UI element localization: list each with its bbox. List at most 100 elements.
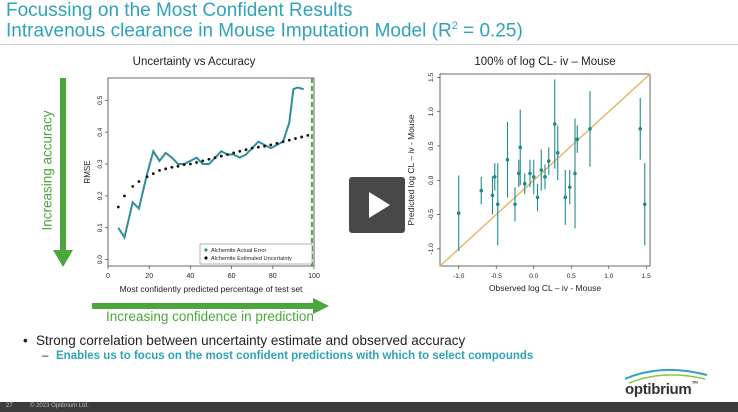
left-plot-frame — [107, 77, 315, 267]
right-scatter-point — [575, 137, 580, 141]
right-y-axis-label: Predicted log CL – iv - Mouse — [406, 114, 416, 225]
left-uncertainty-point — [151, 172, 155, 175]
left-y-tick-label: 0.1 — [97, 223, 104, 232]
left-y-tick-label: 0.5 — [97, 95, 104, 104]
left-uncertainty-point — [189, 162, 192, 166]
left-y-tick-label: 0.2 — [97, 191, 104, 200]
logo-trademark: ™ — [691, 381, 699, 388]
left-x-tick-label: 80 — [269, 273, 277, 280]
right-scatter-point — [518, 145, 523, 150]
left-uncertainty-point — [123, 194, 126, 198]
left-chart-title: Uncertainty vs Accuracy — [132, 56, 256, 68]
right-x-tick-label: 1.0 — [604, 273, 613, 280]
right-scatter-point — [642, 202, 647, 207]
left-uncertainty-point — [145, 175, 149, 179]
increasing-confidence-label: Increasing confidence in prediction — [106, 309, 314, 324]
accuracy-arrow — [53, 78, 73, 267]
sub-bullet-text: Enables us to focus on the most confiden… — [56, 350, 534, 362]
legend-uncertainty-marker — [204, 256, 208, 260]
left-uncertainty-point — [131, 184, 135, 188]
left-uncertainty-point — [244, 148, 248, 152]
right-y-tick-label: 1.5 — [428, 73, 435, 82]
right-scatter-point — [588, 127, 592, 131]
right-scatter-point — [516, 171, 521, 176]
right-scatter-point — [479, 188, 484, 193]
left-uncertainty-point — [170, 165, 174, 169]
bullet-dot: • — [23, 333, 28, 348]
legend-actual-label: Alchemite Actual Error — [211, 248, 266, 254]
left-y-axis-label: RMSE — [83, 160, 92, 183]
left-uncertainty-point — [219, 154, 223, 158]
left-uncertainty-point — [306, 133, 310, 137]
right-scatter-point — [567, 185, 572, 189]
sub-bullet-point: – Enables us to focus on the most confide… — [42, 350, 534, 362]
bullet-point: • Strong correlation between uncertainty … — [23, 333, 466, 348]
left-uncertainty-point — [256, 145, 260, 149]
right-y-tick-label: -1.0 — [428, 243, 435, 255]
left-uncertainty-point — [238, 149, 242, 153]
subtitle-suffix: = 0.25) — [457, 20, 523, 42]
right-x-axis-label: Observed log CL – iv - Mouse — [489, 283, 601, 293]
left-uncertainty-point — [226, 153, 229, 156]
right-x-tick-label: 1.5 — [642, 273, 651, 280]
logo-swoosh-icon — [624, 368, 708, 384]
subtitle-superscript: 2 — [451, 20, 458, 32]
legend-actual-marker — [204, 248, 208, 252]
left-uncertainty-point — [158, 169, 161, 172]
left-uncertainty-point — [176, 164, 180, 168]
bullet-text: Strong correlation between uncertainty e… — [36, 333, 466, 348]
right-x-tick-label: 0.5 — [567, 273, 576, 280]
left-uncertainty-point — [182, 163, 186, 167]
footer-page-number: 27 — [6, 403, 13, 409]
left-uncertainty-point — [195, 161, 198, 164]
play-icon — [369, 192, 390, 218]
footer-copyright: © 2023 Optibrium Ltd. — [30, 403, 89, 409]
left-x-tick-label: 0 — [106, 273, 110, 280]
left-uncertainty-point — [263, 144, 266, 148]
right-scatter-point — [531, 175, 536, 179]
slide-title: Focussing on the Most Confident Results — [6, 0, 353, 21]
right-scatter-point — [490, 193, 495, 198]
right-scatter-point — [522, 181, 527, 186]
left-uncertainty-point — [137, 180, 141, 183]
slide-footer: 27 © 2023 Optibrium Ltd. — [0, 402, 738, 412]
left-x-tick-label: 40 — [187, 273, 195, 280]
sub-bullet-dash: – — [42, 350, 49, 362]
left-uncertainty-point — [287, 138, 291, 142]
right-x-tick-label: 0.0 — [529, 273, 538, 280]
optibrium-logo: optibrium™ — [624, 368, 708, 398]
slide-subtitle: Intravenous clearance in Mouse Imputatio… — [6, 20, 523, 42]
right-scatter-point — [638, 127, 643, 131]
left-y-tick-label: 0.4 — [97, 127, 104, 136]
right-y-tick-label: -0.5 — [428, 209, 435, 221]
confidence-arrow — [92, 298, 329, 314]
right-scatter-point — [456, 211, 461, 215]
left-uncertainty-point — [300, 135, 304, 139]
right-scatter-point — [513, 202, 517, 207]
left-x-tick-label: 100 — [308, 273, 320, 280]
left-legend-box — [199, 243, 313, 265]
legend-uncertainty-label: Alchemite Estimated Uncertainty — [211, 256, 292, 262]
left-x-axis-label: Most confidently predicted percentage of… — [120, 284, 303, 294]
right-scatter-point — [543, 175, 547, 179]
title-divider — [0, 44, 738, 45]
right-scatter-point — [505, 157, 510, 162]
left-y-tick-label: 0.0 — [97, 255, 104, 264]
right-x-tick-label: -1.0 — [453, 273, 465, 280]
video-play-button[interactable] — [349, 177, 405, 233]
left-uncertainty-point — [269, 143, 273, 147]
logo-text: optibrium — [625, 381, 692, 398]
right-chart-title: 100% of log CL- iv – Mouse — [474, 56, 616, 68]
right-plot-frame — [439, 73, 651, 267]
subtitle-prefix: Intravenous clearance in Mouse Imputatio… — [6, 20, 452, 42]
left-uncertainty-point — [250, 146, 254, 150]
right-scatter-point — [535, 195, 540, 200]
left-uncertainty-point — [116, 205, 120, 209]
right-scatter-point — [492, 175, 497, 179]
right-y-tick-label: 1.0 — [428, 107, 435, 116]
right-y-tick-label: 0.5 — [428, 141, 435, 150]
right-scatter-point — [495, 202, 500, 207]
left-uncertainty-point — [164, 167, 168, 171]
left-uncertainty-point — [232, 151, 236, 155]
